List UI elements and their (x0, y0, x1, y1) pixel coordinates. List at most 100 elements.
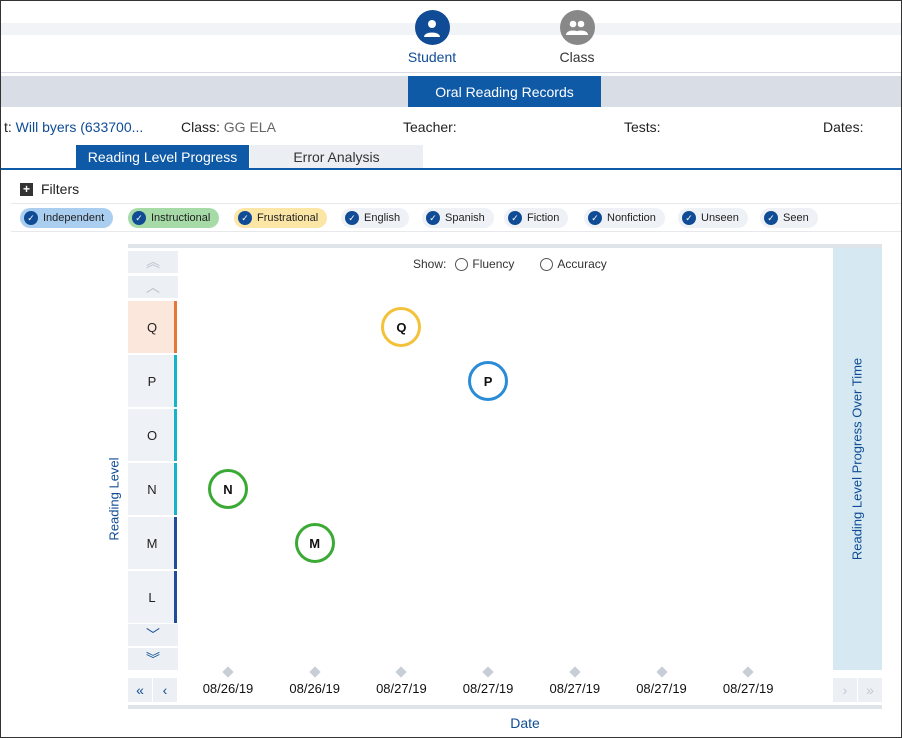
x-tick-mark (482, 666, 494, 678)
chip-label: Independent (43, 212, 105, 224)
fluency-label: Fluency (472, 257, 515, 271)
filter-chip-fiction[interactable]: ✓ Fiction (504, 208, 569, 228)
data-point[interactable]: P (468, 361, 509, 401)
check-icon: ✓ (24, 211, 38, 225)
check-icon: ✓ (764, 211, 778, 225)
student-prefix: t: (4, 119, 12, 135)
data-point[interactable]: M (294, 523, 335, 563)
chart-bottom-border (128, 705, 882, 709)
filter-chip-instructional[interactable]: ✓ Instructional (128, 208, 220, 228)
student-nav-label: Student (407, 49, 457, 65)
oral-reading-records-button[interactable]: Oral Reading Records (408, 76, 601, 107)
nav-divider (1, 72, 901, 73)
class-nav-button[interactable]: Class (537, 10, 617, 65)
x-tick-mark (309, 666, 321, 678)
chip-label: Frustrational (257, 212, 319, 224)
side-title-panel: Reading Level Progress Over Time (833, 248, 882, 670)
tab-underline (1, 168, 901, 170)
scroll-left-icon[interactable]: ‹ (153, 678, 177, 702)
student-info: t: Will byers (633700... (4, 119, 143, 135)
y-tick-label: Q (128, 301, 177, 353)
class-info: Class: GG ELA (181, 119, 276, 135)
scroll-first-icon[interactable]: « (128, 678, 152, 702)
x-tick-mark (222, 666, 234, 678)
tab-reading-level-progress[interactable]: Reading Level Progress (76, 145, 249, 169)
x-tick-mark (655, 666, 668, 678)
level-color-bar (174, 463, 177, 515)
person-icon (414, 10, 450, 45)
scroll-down-icon[interactable]: ﹀ (128, 624, 178, 646)
tab-error-analysis[interactable]: Error Analysis (250, 145, 423, 169)
scroll-top-icon[interactable]: ︽ (128, 251, 178, 273)
level-color-bar (174, 571, 177, 623)
y-tick-label: O (128, 409, 177, 461)
y-tick-label: N (128, 463, 177, 515)
level-color-bar (174, 517, 177, 569)
y-axis-title: Reading Level (106, 457, 122, 541)
check-icon: ✓ (682, 211, 696, 225)
chip-label: Spanish (445, 212, 485, 224)
filter-chip-seen[interactable]: ✓ Seen (760, 208, 818, 228)
chip-label: Fiction (527, 212, 560, 224)
check-icon: ✓ (132, 211, 146, 225)
check-icon: ✓ (426, 211, 440, 225)
scroll-last-icon[interactable]: » (858, 678, 882, 702)
x-tick-mark (569, 666, 581, 678)
chip-label: Seen (783, 212, 809, 224)
show-label: Show: (413, 257, 447, 271)
x-tick-label: 08/27/19 (722, 681, 774, 696)
check-icon: ✓ (508, 211, 522, 225)
chip-label: English (364, 212, 401, 224)
scroll-right-icon[interactable]: › (833, 678, 857, 702)
x-tick-label: 08/27/19 (636, 681, 687, 696)
class-nav-label: Class (559, 49, 595, 65)
accuracy-label: Accuracy (557, 257, 607, 271)
nav-strip (1, 23, 901, 35)
chip-label: Unseen (701, 212, 739, 224)
check-icon: ✓ (238, 211, 252, 225)
dates-label: Dates: (823, 119, 864, 135)
show-options: Show: Fluency Accuracy (413, 257, 607, 271)
x-tick-label: 08/27/19 (376, 681, 427, 696)
y-tick-label: P (128, 355, 177, 407)
level-color-bar (174, 301, 177, 353)
class-value: GG ELA (223, 119, 276, 135)
scroll-up-icon[interactable]: ︿ (128, 276, 178, 298)
x-tick-label: 08/26/19 (289, 681, 340, 696)
report-banner: Oral Reading Records (1, 76, 901, 107)
student-name-link[interactable]: Will byers (633700... (15, 119, 144, 135)
filters-toggle[interactable]: + Filters (20, 180, 79, 198)
filters-title: Filters (41, 181, 80, 197)
teacher-label: Teacher: (403, 119, 457, 135)
filter-chip-row: ✓ Independent ✓ Instructional ✓ Frustration… (11, 203, 901, 232)
class-label: Class: (181, 119, 220, 135)
y-tick-label: L (128, 571, 177, 623)
filter-chip-spanish[interactable]: ✓ Spanish (422, 208, 494, 228)
level-color-bar (174, 409, 177, 461)
y-tick-label: M (128, 517, 177, 569)
student-nav-button[interactable]: Student (392, 10, 472, 65)
scroll-bottom-icon[interactable]: ︾ (128, 648, 178, 670)
fluency-radio[interactable]: Fluency (446, 257, 514, 271)
check-icon: ✓ (345, 211, 359, 225)
x-tick-mark (395, 666, 408, 678)
chart-top-border (128, 244, 882, 248)
radio-circle-icon (455, 257, 469, 271)
filter-chip-independent[interactable]: ✓ Independent (20, 208, 114, 228)
check-icon: ✓ (588, 211, 602, 225)
chip-label: Nonfiction (607, 212, 656, 224)
data-point[interactable]: Q (381, 307, 422, 347)
x-axis-title: Date (510, 715, 540, 731)
radio-circle-icon (540, 257, 554, 271)
data-point[interactable]: N (208, 469, 248, 509)
filter-chip-unseen[interactable]: ✓ Unseen (678, 208, 748, 228)
x-tick-label: 08/26/19 (202, 681, 254, 696)
side-title: Reading Level Progress Over Time (849, 357, 865, 561)
filter-chip-nonfiction[interactable]: ✓ Nonfiction (584, 208, 665, 228)
filter-chip-english[interactable]: ✓ English (341, 208, 410, 228)
accuracy-radio[interactable]: Accuracy (531, 257, 607, 271)
chip-label: Instructional (151, 212, 211, 224)
x-tick-label: 08/27/19 (462, 681, 514, 696)
filter-chip-frustrational[interactable]: ✓ Frustrational (234, 208, 328, 228)
